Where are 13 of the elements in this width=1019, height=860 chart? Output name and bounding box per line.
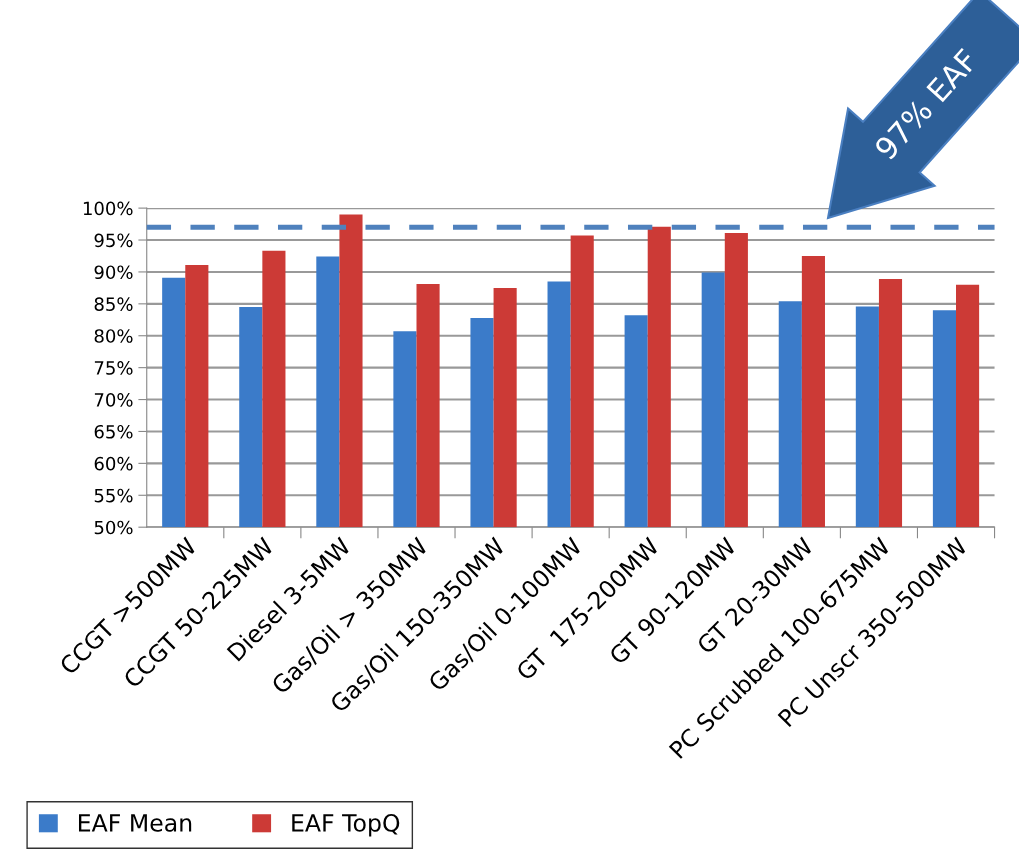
y-tick-label: 95% bbox=[94, 233, 133, 248]
y-tick-label: 100% bbox=[83, 201, 133, 216]
y-tick-label: 70% bbox=[94, 393, 133, 407]
legend-label: EAF Mean bbox=[78, 814, 192, 832]
y-tick-label: 85% bbox=[94, 297, 133, 311]
y-tick-label: 50% bbox=[94, 520, 133, 535]
y-tick-label: 55% bbox=[94, 488, 133, 503]
y-tick-label: 80% bbox=[94, 329, 133, 343]
legend-label: EAF TopQ bbox=[292, 813, 400, 837]
y-tick-label: 75% bbox=[94, 361, 133, 375]
y-tick-label: 65% bbox=[94, 424, 133, 439]
y-tick-label: 90% bbox=[94, 265, 133, 280]
y-tick-label: 60% bbox=[94, 456, 133, 471]
